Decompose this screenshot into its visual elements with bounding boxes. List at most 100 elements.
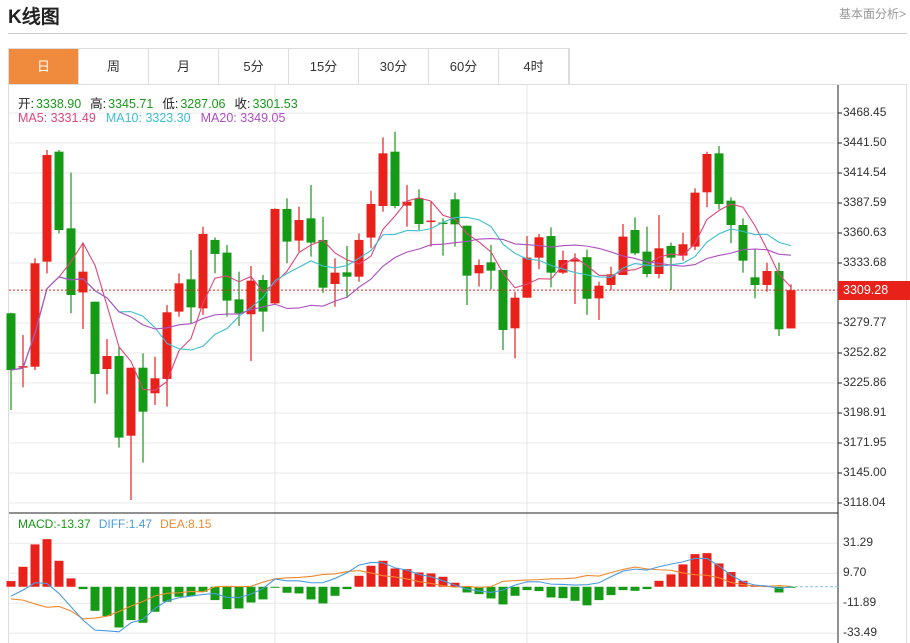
price-tick-label: 3360.63 <box>843 225 887 239</box>
candle-body <box>582 257 592 299</box>
macd-bar <box>426 573 436 587</box>
tab-6[interactable]: 60分 <box>429 49 499 84</box>
macd-bar <box>714 563 724 587</box>
ma10-line <box>10 216 792 371</box>
macd-bar <box>606 586 616 596</box>
price-tick-label: 3145.00 <box>843 464 887 479</box>
high-label: 高: <box>90 97 107 111</box>
diff-value: DIFF:1.47 <box>98 517 153 531</box>
macd-bar <box>726 572 736 587</box>
candle-body <box>762 270 772 286</box>
candle-body <box>210 239 220 254</box>
macd-bar <box>306 586 316 600</box>
macd-bar <box>438 576 448 587</box>
candle-body <box>774 270 784 330</box>
candle-body <box>114 356 124 438</box>
macd-bar <box>678 564 688 587</box>
candle-body <box>402 201 412 206</box>
macd-bar <box>510 586 520 596</box>
macd-bar <box>198 586 208 592</box>
macd-bar <box>18 566 28 587</box>
macd-bar <box>378 560 388 587</box>
candle-body <box>726 200 736 226</box>
candle-body <box>378 153 388 206</box>
tab-1[interactable]: 周 <box>79 49 149 84</box>
macd-bar <box>642 586 652 590</box>
candle-body <box>678 244 688 256</box>
candle-body <box>282 208 292 242</box>
high-value: 3345.71 <box>108 97 154 111</box>
macd-bar <box>42 539 52 587</box>
candle-body <box>186 279 196 308</box>
macd-bar <box>150 586 160 612</box>
macd-tick-label: 31.29 <box>843 535 874 550</box>
candle-body <box>486 262 496 271</box>
price-tick-label: 3468.45 <box>843 105 887 119</box>
fundamental-analysis-link[interactable]: 基本面分析> <box>838 7 906 21</box>
macd-bar <box>702 553 712 587</box>
candle-body <box>390 151 400 206</box>
tab-3[interactable]: 5分 <box>219 49 289 84</box>
divider <box>8 33 907 34</box>
price-tick-label: 3279.77 <box>843 314 887 329</box>
candle-body <box>330 272 340 285</box>
macd-bar <box>498 586 508 605</box>
candle-body <box>198 233 208 309</box>
macd-bar <box>558 586 568 599</box>
candle-body <box>246 280 256 315</box>
macd-bar <box>366 565 376 587</box>
close-value: 3301.53 <box>252 97 298 111</box>
candle-body <box>126 367 136 436</box>
tab-2[interactable]: 月 <box>149 49 219 84</box>
candle-body <box>42 155 52 262</box>
tab-0[interactable]: 日 <box>9 49 79 84</box>
macd-bar <box>174 586 184 597</box>
candle-body <box>546 236 556 273</box>
macd-value: MACD:-13.37 <box>18 517 91 531</box>
macd-bar <box>294 586 304 594</box>
candle-body <box>690 192 700 247</box>
price-tick-label: 3198.91 <box>843 404 887 419</box>
candle-body <box>666 245 676 258</box>
macd-bar <box>690 554 700 587</box>
macd-tick-label: -33.49 <box>843 625 878 640</box>
low-value: 3287.06 <box>180 97 226 111</box>
candle-body <box>738 225 748 261</box>
macd-bar <box>630 586 640 591</box>
price-tick-label: 3252.82 <box>843 344 887 359</box>
candle-body <box>294 220 304 241</box>
macd-bar <box>126 586 136 621</box>
close-label: 收: <box>234 97 251 111</box>
candle-body <box>258 280 268 312</box>
macd-tick-label: -11.89 <box>843 595 877 610</box>
current-price-label: 3309.28 <box>838 281 910 300</box>
price-tick-label: 3171.95 <box>843 434 887 449</box>
diff-line <box>10 557 792 633</box>
candle-body <box>702 154 712 193</box>
candle-body <box>510 297 520 329</box>
price-tick-label: 3387.59 <box>843 194 887 209</box>
tab-7[interactable]: 4时 <box>499 49 569 84</box>
tab-5[interactable]: 30分 <box>359 49 429 84</box>
candle-body <box>162 312 172 379</box>
ma10-value: MA10: 3323.30 <box>105 111 191 125</box>
macd-bar <box>318 586 328 604</box>
candle-body <box>318 239 328 288</box>
tab-4[interactable]: 15分 <box>289 49 359 84</box>
candle-body <box>102 356 112 370</box>
ma5-value: MA5: 3331.49 <box>18 111 96 125</box>
macd-bar <box>66 578 76 587</box>
candle-body <box>498 269 508 330</box>
candle-body <box>522 257 532 298</box>
macd-bar <box>570 586 580 601</box>
page-title: K线图 <box>8 7 60 28</box>
candle-body <box>30 263 40 367</box>
ohlc-legend: 开: 3338.90 高: 3345.71 低: 3287.06 收: 3301.53 <box>18 93 307 112</box>
price-tick-label: 3118.04 <box>843 495 886 509</box>
candle-body <box>150 378 160 394</box>
macd-bar <box>30 544 40 587</box>
candle-body <box>642 251 652 274</box>
macd-bar <box>522 586 532 591</box>
candle-body <box>462 225 472 276</box>
